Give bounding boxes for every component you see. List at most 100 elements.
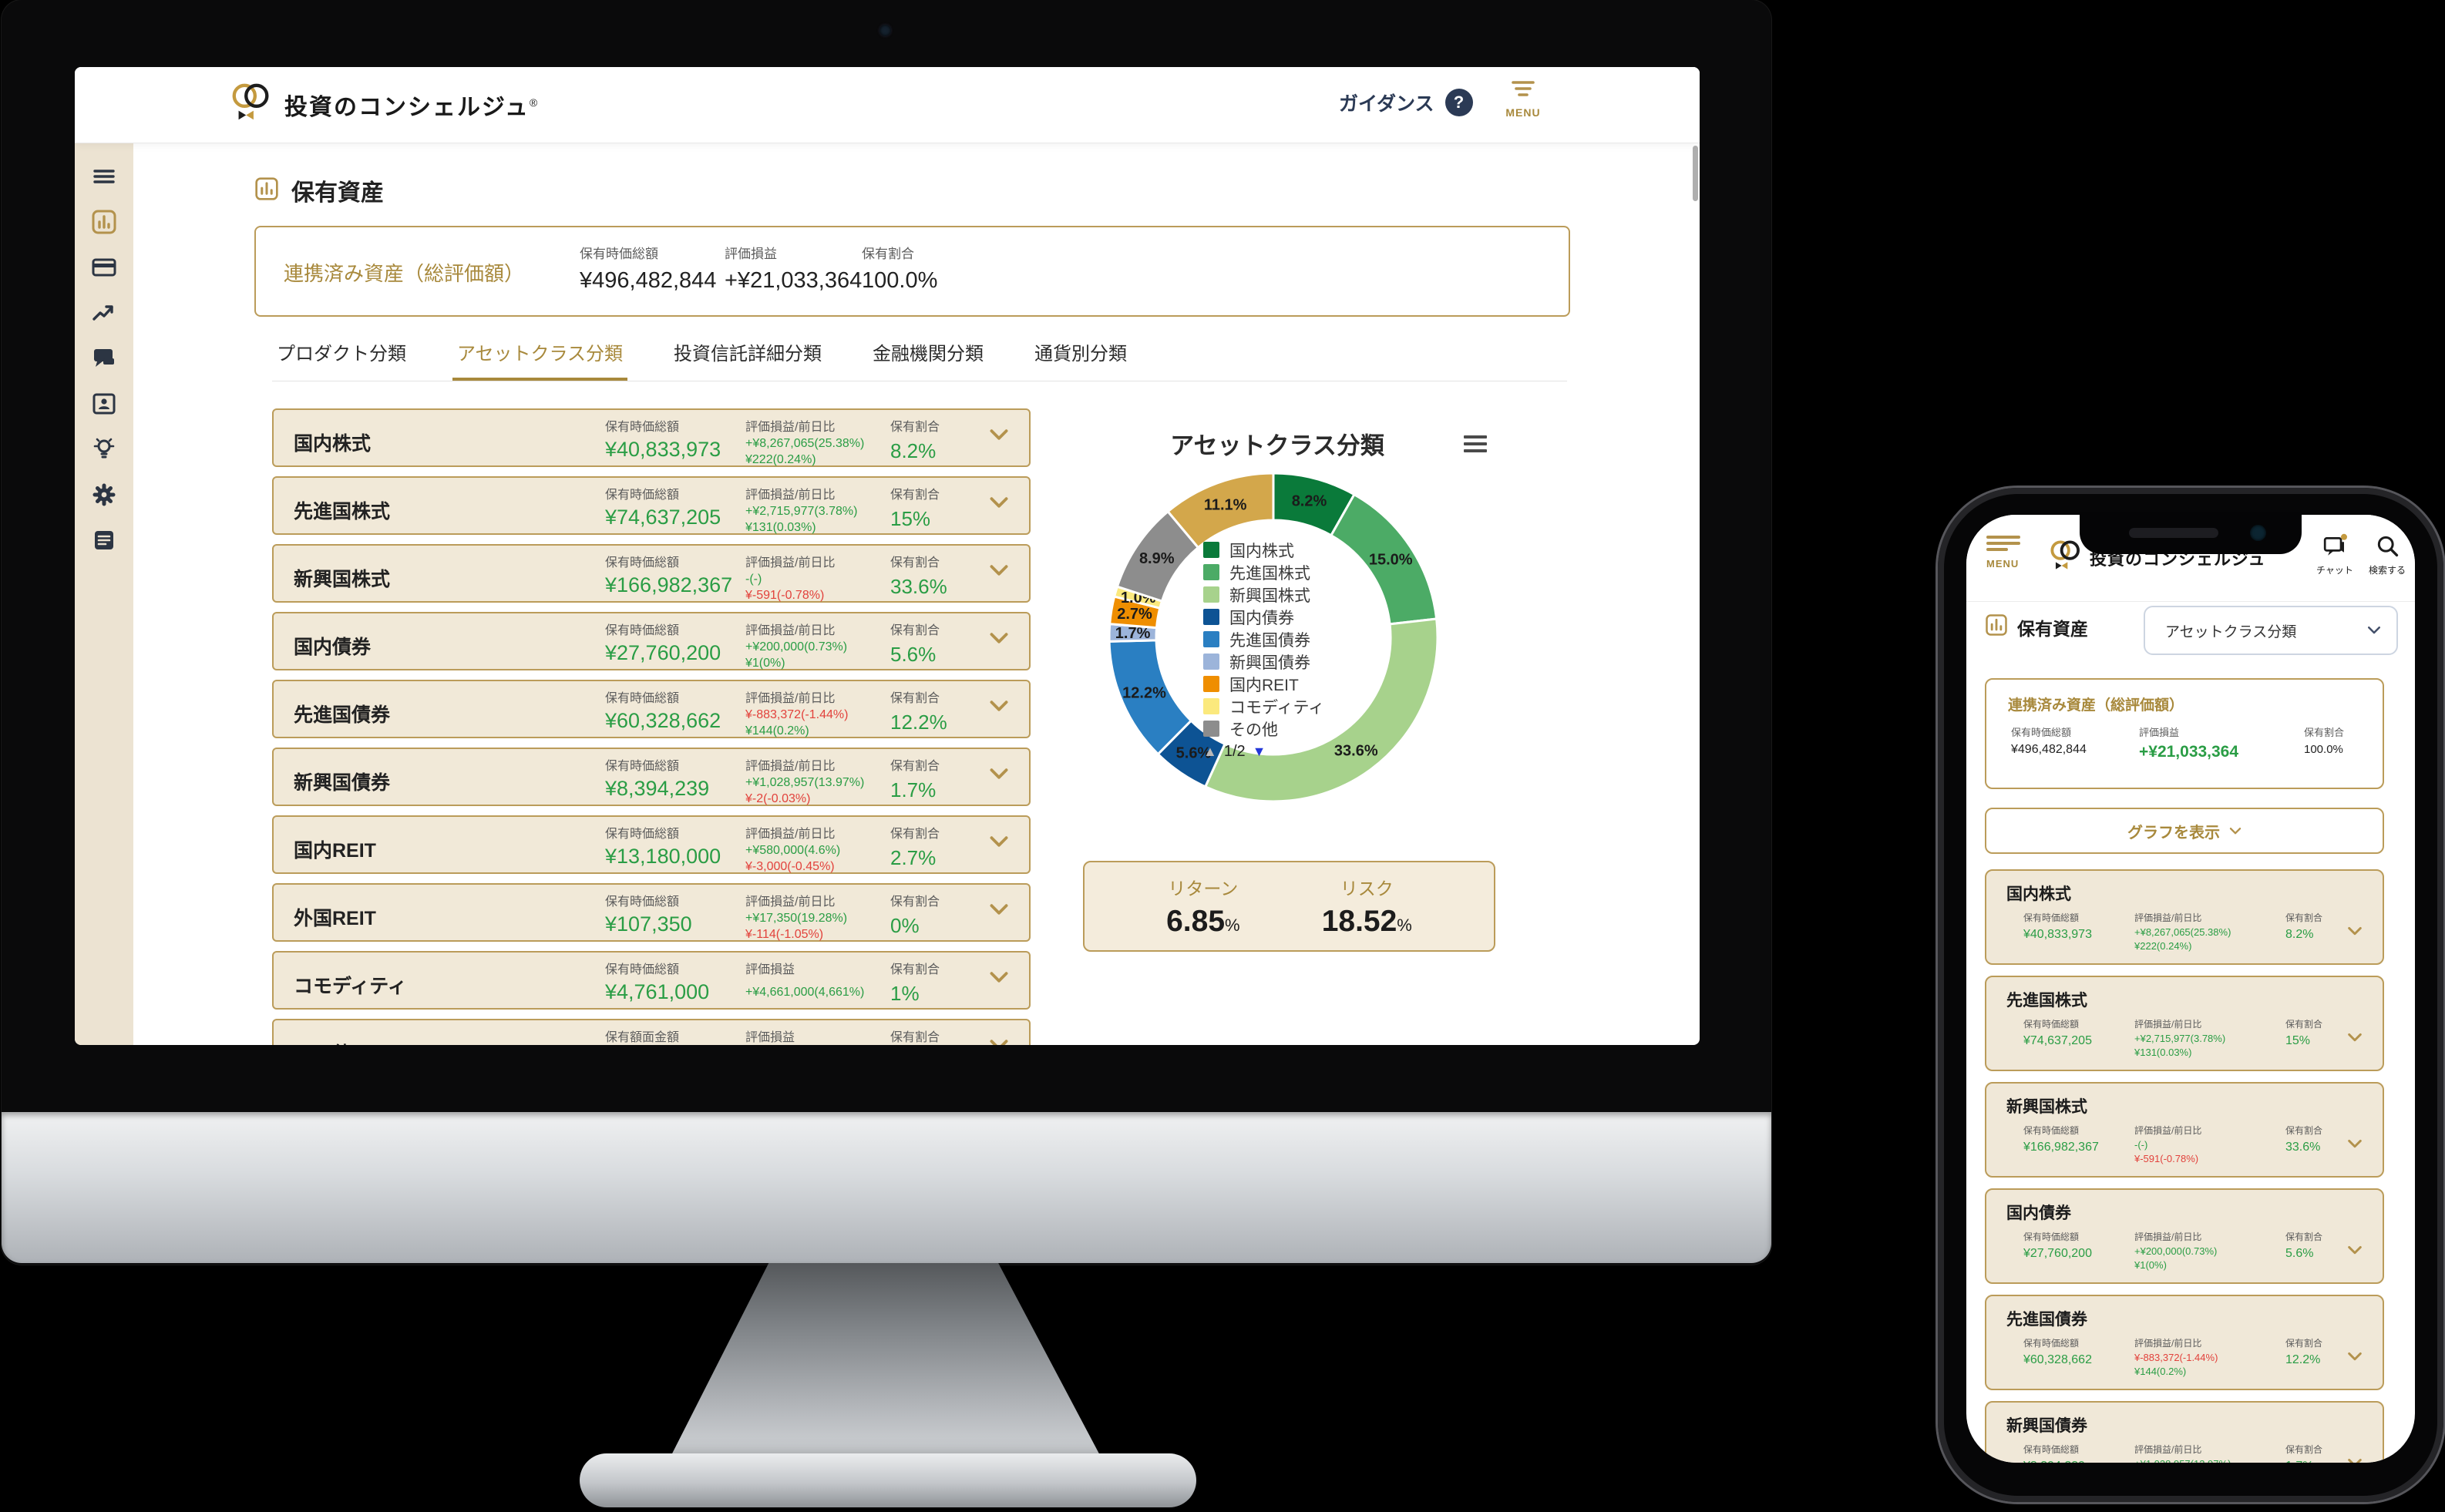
donut-segment-label: 2.7% — [1117, 606, 1152, 623]
sidebar-hamburger-icon[interactable] — [90, 163, 118, 190]
asset-row[interactable]: 新興国株式 保有時価総額 ¥166,982,367 評価損益/前日比 -(-) … — [272, 544, 1031, 603]
tab-2[interactable]: 投資信託詳細分類 — [674, 344, 822, 365]
pl-line1: +¥2,715,977(3.78%) — [2134, 1033, 2226, 1044]
sidebar-item-settings-gear-icon[interactable] — [90, 481, 118, 509]
legend-swatch — [1203, 586, 1219, 603]
pl-line2: ¥144(0.2%) — [2134, 1366, 2187, 1377]
legend-prev-icon[interactable]: ▲ — [1203, 744, 1217, 759]
ratio-header: 保有割合 — [2285, 1444, 2323, 1455]
chevron-down-icon[interactable] — [989, 835, 1009, 852]
chevron-down-icon[interactable] — [989, 1039, 1009, 1045]
pl-line1: +¥17,350(19.28%) — [745, 912, 848, 925]
asset-row[interactable]: 新興国債券 保有時価総額 ¥8,394,239 評価損益/前日比 +¥1,028… — [272, 748, 1031, 806]
phone-asset-card[interactable]: 先進国債券 保有時価総額 ¥60,328,662 評価損益/前日比 ¥-883,… — [1985, 1295, 2384, 1390]
chevron-down-icon[interactable] — [2347, 1033, 2363, 1047]
chevron-down-icon[interactable] — [989, 564, 1009, 581]
chevron-down-icon[interactable] — [2347, 926, 2363, 940]
tab-4[interactable]: 通貨別分類 — [1034, 344, 1128, 365]
pl-line2: ¥144(0.2%) — [745, 724, 809, 738]
sidebar-item-trend-icon[interactable] — [90, 299, 118, 327]
asset-row[interactable]: 国内REIT 保有時価総額 ¥13,180,000 評価損益/前日比 +¥580… — [272, 815, 1031, 874]
phone-asset-card[interactable]: 国内株式 保有時価総額 ¥40,833,973 評価損益/前日比 +¥8,267… — [1985, 869, 2384, 965]
phone-search-button[interactable]: 検索する — [2363, 533, 2412, 576]
page-title: 保有資産 — [254, 173, 384, 207]
amount-value: ¥27,760,200 — [2023, 1247, 2092, 1260]
tab-3[interactable]: 金融機関分類 — [873, 344, 984, 365]
pl-line1: +¥200,000(0.73%) — [745, 640, 848, 654]
chevron-down-icon[interactable] — [989, 903, 1009, 920]
chart-menu-icon[interactable] — [1464, 435, 1487, 456]
legend-next-icon[interactable]: ▼ — [1252, 744, 1266, 759]
phone-header: MENU 投資のコンシェルジュ チャット 検索する — [1966, 515, 2415, 602]
sidebar-item-idea-icon[interactable] — [90, 435, 118, 463]
chevron-down-icon[interactable] — [2347, 1352, 2363, 1366]
phone-asset-card[interactable]: 新興国株式 保有時価総額 ¥166,982,367 評価損益/前日比 -(-) … — [1985, 1082, 2384, 1178]
tab-1[interactable]: アセットクラス分類 — [452, 338, 628, 381]
pl-line2: ¥-591(-0.78%) — [745, 589, 825, 602]
asset-row[interactable]: 先進国株式 保有時価総額 ¥74,637,205 評価損益/前日比 +¥2,71… — [272, 476, 1031, 535]
tab-0[interactable]: プロダクト分類 — [277, 344, 406, 365]
asset-row[interactable]: 外国REIT 保有時価総額 ¥107,350 評価損益/前日比 +¥17,350… — [272, 883, 1031, 942]
asset-row[interactable]: 先進国債券 保有時価総額 ¥60,328,662 評価損益/前日比 ¥-883,… — [272, 680, 1031, 738]
guidance-button[interactable]: ガイダンス ? — [1339, 89, 1473, 116]
help-icon[interactable]: ? — [1444, 89, 1473, 116]
chevron-down-icon[interactable] — [2347, 1139, 2363, 1153]
donut-segment-2[interactable] — [1204, 617, 1439, 803]
chevron-down-icon[interactable] — [2347, 1245, 2363, 1259]
legend-swatch — [1203, 676, 1219, 692]
return-risk-card: リターン 6.85% リスク 18.52% — [1083, 861, 1495, 952]
amount-value: ¥74,637,205 — [2023, 1034, 2092, 1047]
legend-pagination: ▲ 1/2 ▼ — [1203, 743, 1324, 761]
sidebar-item-contact-icon[interactable] — [90, 390, 118, 418]
ratio-value: 1.7% — [890, 778, 937, 801]
ratio-value: 2.7% — [890, 846, 937, 869]
phone-summary-ratio-value: 100.0% — [2304, 743, 2343, 756]
phone-chat-button[interactable]: チャット — [2310, 533, 2359, 576]
asset-row[interactable]: 国内株式 保有時価総額 ¥40,833,973 評価損益/前日比 +¥8,267… — [272, 408, 1031, 467]
menu-button[interactable]: MENU — [1495, 79, 1552, 119]
sidebar-item-news-icon[interactable] — [90, 526, 118, 554]
show-graph-button[interactable]: グラフを表示 — [1985, 808, 2384, 854]
classification-select[interactable]: アセットクラス分類 — [2144, 606, 2398, 655]
chevron-down-icon[interactable] — [989, 768, 1009, 785]
asset-row[interactable]: コモディティ 保有時価総額 ¥4,761,000 評価損益 +¥4,661,00… — [272, 951, 1031, 1010]
pl-line2: ¥131(0.03%) — [2134, 1047, 2192, 1058]
legend-item: 新興国債券 — [1203, 650, 1324, 673]
ratio-header: 保有割合 — [890, 489, 940, 502]
pl-header: 評価損益/前日比 — [745, 828, 836, 841]
pl-line2: ¥-591(-0.78%) — [2134, 1153, 2199, 1164]
phone-summary-amount-value: ¥496,482,844 — [2011, 743, 2087, 756]
phone-logo-rings-icon — [2048, 538, 2083, 577]
sidebar-item-assets-chart-icon[interactable] — [90, 208, 118, 236]
chevron-down-icon[interactable] — [989, 496, 1009, 513]
phone-asset-card[interactable]: 新興国債券 保有時価総額 ¥8,394,239 評価損益/前日比 +¥1,028… — [1985, 1401, 2384, 1463]
chevron-down-icon[interactable] — [989, 700, 1009, 717]
amount-value: ¥166,982,367 — [605, 573, 733, 596]
legend-page-indicator: 1/2 — [1223, 743, 1246, 760]
sidebar-item-chat-icon[interactable] — [90, 344, 118, 372]
chevron-down-icon[interactable] — [989, 971, 1009, 988]
amount-header: 保有時価総額 — [605, 421, 680, 434]
chevron-down-icon[interactable] — [989, 632, 1009, 649]
phone-asset-card[interactable]: 国内債券 保有時価総額 ¥27,760,200 評価損益/前日比 +¥200,0… — [1985, 1188, 2384, 1284]
chart-legend: 国内株式 先進国株式 新興国株式 国内債券 先進国債券 新興国債券 国内REIT… — [1203, 539, 1324, 761]
chevron-down-icon[interactable] — [989, 428, 1009, 445]
phone-asset-card[interactable]: 先進国株式 保有時価総額 ¥74,637,205 評価損益/前日比 +¥2,71… — [1985, 976, 2384, 1071]
donut-segment-9[interactable] — [1166, 472, 1275, 549]
phone-menu-icon — [1986, 536, 2020, 551]
monitor-base — [580, 1453, 1196, 1507]
asset-row[interactable]: 国内債券 保有時価総額 ¥27,760,200 評価損益/前日比 +¥200,0… — [272, 612, 1031, 670]
legend-label: 新興国株式 — [1229, 586, 1310, 605]
app-logo[interactable]: 投資のコンシェルジュ® — [229, 80, 539, 129]
chevron-down-icon[interactable] — [2347, 1458, 2363, 1463]
phone-summary-amount-header: 保有時価総額 — [2011, 727, 2072, 738]
asset-row[interactable]: その他 保有額面金額 ¥44,256,000 評価損益 - 保有割合 8.9% — [272, 1019, 1031, 1045]
phone-menu-button[interactable]: MENU — [1986, 535, 2020, 570]
scrollbar-thumb[interactable] — [1693, 146, 1698, 201]
sidebar-item-card-icon[interactable] — [90, 254, 118, 281]
legend-label: 国内株式 — [1229, 542, 1294, 560]
menu-label: MENU — [1505, 106, 1541, 119]
phone-page-title: 保有資産 — [1985, 613, 2088, 640]
phone-assets-chart-icon — [1985, 613, 2008, 640]
pl-line2: ¥1(0%) — [2134, 1259, 2167, 1271]
